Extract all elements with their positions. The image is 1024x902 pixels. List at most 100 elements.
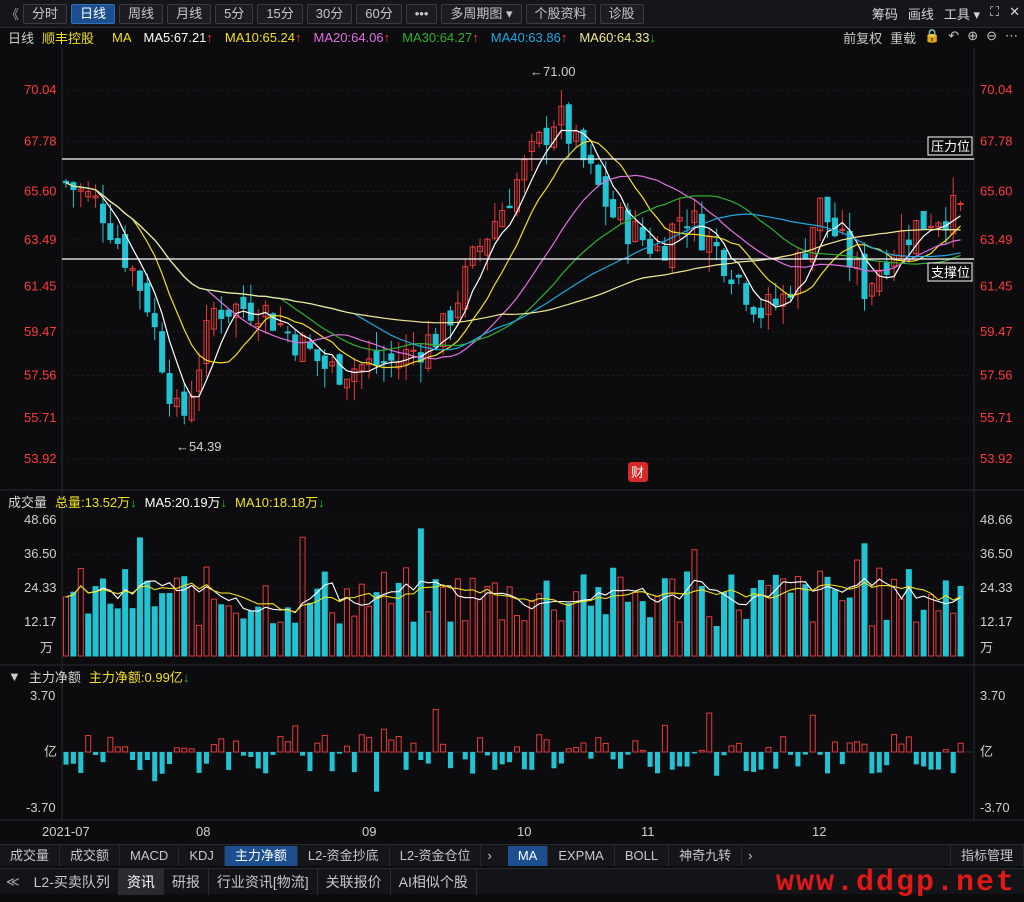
ma-item-arrow: ↑ bbox=[295, 29, 302, 45]
volume-bar bbox=[306, 602, 313, 657]
candle-body bbox=[343, 378, 350, 389]
toolbar-right-4[interactable]: ✕ bbox=[1009, 4, 1020, 19]
bottom-tab-4[interactable]: 关联报价 bbox=[318, 868, 391, 895]
flow-bar bbox=[839, 752, 845, 765]
chart-control-0[interactable]: 前复权 bbox=[843, 31, 883, 46]
ma-tabs-next-icon[interactable]: › bbox=[748, 848, 753, 863]
volume-bar bbox=[898, 598, 905, 657]
candle-body bbox=[632, 220, 639, 243]
candle-body bbox=[358, 364, 365, 371]
collapse-icon[interactable]: ▼ bbox=[8, 668, 21, 684]
candle-body bbox=[913, 220, 920, 255]
toolbar-right-3[interactable]: ⛶ bbox=[989, 4, 1000, 19]
candle-body bbox=[410, 349, 417, 352]
chart-control-3[interactable]: ↶ bbox=[948, 28, 960, 43]
toolbar-button-9[interactable]: 多周期图 ▾ bbox=[441, 3, 522, 24]
toolbar-button-7[interactable]: 60分 bbox=[356, 3, 402, 24]
indicator-tab-4[interactable]: 主力净额 bbox=[224, 845, 298, 866]
flow-bar bbox=[107, 736, 114, 753]
chart-control-1[interactable]: 重载 bbox=[890, 31, 917, 46]
toolbar-right-0[interactable]: 筹码 bbox=[871, 7, 898, 22]
toolbar-button-8[interactable]: ••• bbox=[405, 3, 438, 24]
volume-bar bbox=[299, 536, 306, 657]
ma-tab-0[interactable]: MA bbox=[507, 845, 549, 866]
flow-bar bbox=[735, 742, 742, 753]
candle-body bbox=[676, 217, 683, 222]
candle-body bbox=[876, 271, 883, 292]
bottom-tab-2[interactable]: 研报 bbox=[164, 868, 209, 895]
volume-bar bbox=[721, 591, 728, 657]
toolbar-button-2[interactable]: 周线 bbox=[119, 3, 164, 24]
tabs-next-icon[interactable]: › bbox=[487, 848, 492, 863]
candle-body bbox=[173, 397, 180, 408]
volume-bar bbox=[255, 606, 262, 657]
toolbar-right-1[interactable]: 画线 bbox=[907, 7, 934, 22]
ma-tab-1[interactable]: EXPMA bbox=[548, 845, 615, 866]
volume-bar bbox=[70, 591, 77, 657]
toolbar-button-5[interactable]: 15分 bbox=[257, 3, 303, 24]
indicator-tab-2[interactable]: MACD bbox=[120, 845, 180, 866]
chart-control-4[interactable]: ⊕ bbox=[967, 28, 979, 43]
price-chart[interactable]: 70.04 70.04 67.78 67.78 65.60 65.60 63.49 63.49… bbox=[0, 0, 1024, 842]
flow-bar bbox=[167, 752, 173, 765]
ma-item-arrow: ↓ bbox=[649, 29, 656, 45]
candle-body bbox=[122, 234, 129, 268]
flow-bar bbox=[861, 743, 868, 753]
indicator-tab-3[interactable]: KDJ bbox=[179, 845, 225, 866]
candle-body bbox=[373, 349, 380, 366]
indicator-tab-5[interactable]: L2-资金抄底 bbox=[298, 845, 390, 866]
flow-bar bbox=[795, 752, 801, 767]
toolbar-button-6[interactable]: 30分 bbox=[306, 3, 353, 24]
volume-ma10-arrow: ↓ bbox=[318, 494, 325, 510]
ma-tab-2[interactable]: BOLL bbox=[615, 845, 670, 866]
toolbar-button-0[interactable]: 分时 bbox=[23, 3, 68, 24]
volume-bar bbox=[950, 612, 957, 657]
candle-body bbox=[63, 180, 69, 184]
volume-bar bbox=[550, 609, 557, 657]
volume-bar bbox=[765, 585, 772, 657]
volume-bar bbox=[706, 616, 713, 657]
bottom-tab-0[interactable]: L2-买卖队列 bbox=[26, 868, 119, 895]
toolbar-button-1[interactable]: 日线 bbox=[71, 3, 116, 24]
back-icon[interactable]: 《 bbox=[6, 7, 20, 22]
bottom-tab-1[interactable]: 资讯 bbox=[118, 868, 164, 895]
candle-body bbox=[639, 227, 646, 241]
volume-bar bbox=[772, 574, 779, 657]
candle-body bbox=[698, 213, 705, 251]
volume-bar bbox=[388, 603, 395, 657]
flow-bar bbox=[876, 752, 882, 773]
candle-body bbox=[366, 358, 373, 366]
toolbar-button-11[interactable]: 诊股 bbox=[599, 3, 644, 24]
indicator-tab-1[interactable]: 成交额 bbox=[60, 845, 121, 866]
candle-body bbox=[166, 373, 173, 404]
toolbar-right-2[interactable]: 工具 ▾ bbox=[943, 7, 980, 22]
flow-bar bbox=[831, 741, 838, 753]
chart-control-6[interactable]: ⋯ bbox=[1005, 28, 1018, 43]
volume-bar bbox=[543, 580, 550, 657]
volume-bar bbox=[565, 603, 572, 657]
volume-bar bbox=[358, 583, 365, 657]
candle-body bbox=[728, 279, 735, 285]
chart-control-5[interactable]: ⊖ bbox=[986, 28, 997, 43]
candle-body bbox=[329, 361, 336, 367]
flow-bar bbox=[343, 745, 350, 753]
collapse-bottom-icon[interactable]: ≪ bbox=[6, 873, 20, 889]
toolbar-button-3[interactable]: 月线 bbox=[167, 3, 212, 24]
flow-bar bbox=[351, 752, 357, 773]
bottom-tab-5[interactable]: AI相似个股 bbox=[391, 868, 477, 895]
indicator-manage-button[interactable]: 指标管理 bbox=[949, 845, 1024, 866]
indicator-tab-0[interactable]: 成交量 bbox=[0, 845, 61, 866]
toolbar-button-10[interactable]: 个股资料 bbox=[525, 3, 596, 24]
flow-bar bbox=[292, 725, 299, 753]
candle-body bbox=[935, 222, 942, 228]
ma-tab-3[interactable]: 神奇九转 bbox=[669, 845, 743, 866]
volume-bar bbox=[107, 603, 114, 657]
indicator-tab-6[interactable]: L2-资金仓位 bbox=[390, 845, 482, 866]
toolbar-button-4[interactable]: 5分 bbox=[215, 3, 254, 24]
chart-control-2[interactable]: 🔒 bbox=[924, 28, 941, 43]
volume-bar bbox=[366, 605, 373, 657]
volume-bar bbox=[713, 626, 720, 657]
candle-body bbox=[314, 349, 321, 361]
bottom-tab-3[interactable]: 行业资讯[物流] bbox=[209, 868, 318, 895]
flow-bar bbox=[410, 742, 417, 753]
